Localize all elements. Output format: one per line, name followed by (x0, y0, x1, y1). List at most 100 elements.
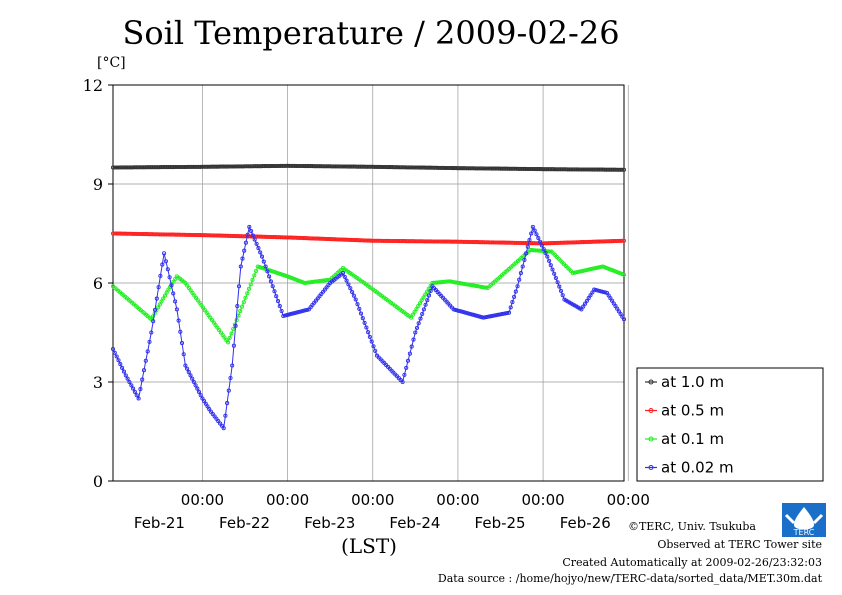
series-3-point-196 (460, 309, 465, 314)
series-3-point-223 (508, 305, 513, 310)
series-3-point-0 (110, 346, 116, 352)
series-3-point-33 (171, 291, 176, 296)
series-2-point-169 (409, 315, 414, 320)
series-3-point-42 (186, 370, 191, 375)
series-3-point-177 (426, 293, 432, 298)
series-3-point-228 (517, 277, 522, 282)
series-0 (110, 163, 627, 172)
series-3-point-12 (132, 389, 137, 394)
series-3-point-224 (510, 300, 515, 305)
series-3-point-244 (545, 254, 550, 259)
series-3-point-82 (256, 246, 261, 251)
series-3-point-106 (299, 309, 304, 314)
series-line-2 (112, 249, 625, 344)
series-3-point-62 (221, 426, 226, 431)
series-3-point-247 (550, 267, 555, 272)
series-3-point-18 (143, 358, 148, 363)
series-3-point-88 (267, 274, 272, 279)
series-2-point-114 (309, 280, 314, 285)
x-tick-time-4: 00:00 (521, 491, 564, 509)
series-3-point-275 (599, 289, 604, 294)
series-2-point-122 (324, 278, 329, 283)
series-3-point-7 (123, 373, 128, 378)
x-tick-date-1: Feb-22 (219, 514, 270, 532)
series-2-point-111 (304, 280, 309, 285)
series-0-point-288 (621, 167, 627, 172)
series-2-point-82 (253, 268, 259, 274)
series-2-point-275 (595, 265, 600, 270)
series-2-point-74 (239, 304, 245, 309)
series-3-point-103 (294, 310, 299, 315)
series-2-point-176 (421, 295, 426, 300)
series-3-point-23 (152, 307, 158, 312)
series-2-point-171 (412, 309, 417, 314)
series-3-point-215 (494, 313, 499, 318)
series-1 (110, 231, 627, 246)
series-2-point-68 (229, 331, 234, 336)
series-3-point-163 (402, 372, 407, 377)
series-3-point-144 (367, 334, 372, 339)
footer-source: Data source : /home/hojyo/new/TERC-data/… (437, 572, 822, 585)
series-2-point-77 (245, 291, 250, 296)
footer-site: Observed at TERC Tower site (657, 538, 822, 551)
series-3-point-76 (245, 232, 250, 237)
series-2-point-30 (162, 293, 168, 298)
series-3-point-178 (428, 288, 433, 293)
series-3-point-250 (555, 280, 560, 285)
x-tick-time-2: 00:00 (351, 491, 394, 509)
x-tick-time-5: 00:00 (607, 491, 650, 509)
series-2-point-173 (416, 304, 421, 309)
series-3-point-135 (351, 293, 356, 298)
series-3-point-75 (243, 240, 248, 245)
series-2-point-76 (243, 295, 248, 300)
series-3-point-143 (366, 330, 371, 335)
x-tick-date-2: Feb-23 (304, 514, 355, 532)
series-2-point-91 (269, 269, 274, 274)
series-3-point-98 (284, 313, 290, 318)
x-axis-label: (LST) (341, 534, 397, 558)
series-3-point-174 (421, 307, 426, 312)
series-3-point-240 (538, 239, 543, 244)
series-3-point-264 (579, 307, 584, 312)
series-2-point-172 (414, 306, 419, 312)
series-2-point-270 (586, 267, 591, 272)
series-2-point-67 (227, 335, 232, 340)
series-3-point-146 (371, 344, 376, 349)
series-3-point-234 (527, 238, 532, 243)
series-3-point-102 (292, 311, 297, 316)
series-3-point-71 (236, 284, 242, 289)
terc-logo: TERC (782, 503, 826, 537)
series-3-point-237 (532, 228, 537, 233)
series-3-point-81 (254, 241, 259, 246)
series-3-point-192 (453, 307, 458, 312)
series-3-point-252 (558, 288, 564, 293)
series-3-point-77 (247, 224, 252, 229)
series-3-point-30 (165, 267, 170, 272)
series-3-point-38 (179, 341, 185, 346)
series-3-point-270 (590, 290, 595, 295)
series-3-point-165 (405, 358, 411, 363)
series-3-point-92 (274, 294, 279, 299)
series-0-point-287 (620, 167, 625, 172)
series-3-point-132 (346, 282, 351, 287)
legend-swatch-marker-2 (648, 436, 654, 442)
series-3-point-218 (499, 312, 504, 317)
series-2-point-261 (570, 271, 575, 276)
series-3-point-40 (183, 363, 188, 368)
series-3-point-90 (270, 284, 275, 289)
series-3-point-219 (501, 311, 506, 316)
series-3-point-253 (560, 293, 565, 298)
series-3-point-100 (288, 312, 293, 317)
series-3-point-1 (112, 350, 117, 355)
series-2-point-174 (417, 301, 423, 306)
y-tick-label-4: 12 (83, 76, 103, 95)
series-2-point-268 (583, 268, 588, 273)
series-3-point-226 (513, 289, 518, 294)
series-2-point-110 (302, 280, 307, 286)
footer-created: Created Automatically at 2009-02-26/23:3… (562, 556, 822, 569)
series-2 (110, 247, 627, 345)
series-3-point-68 (231, 343, 236, 348)
series-3-point-44 (190, 376, 195, 381)
series-3-point-95 (279, 308, 284, 314)
series-2-point-266 (579, 269, 584, 274)
